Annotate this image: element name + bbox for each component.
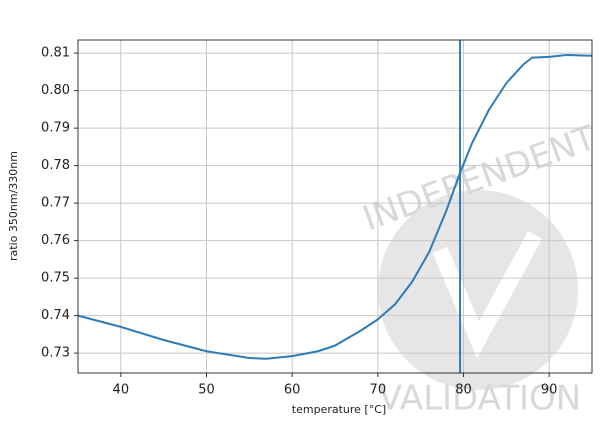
y-tick-label: 0.78 bbox=[41, 158, 70, 173]
y-tick-label: 0.81 bbox=[41, 46, 70, 61]
plot-frame bbox=[77, 39, 593, 374]
x-tick-label: 50 bbox=[198, 383, 215, 398]
x-tick-label: 80 bbox=[455, 383, 472, 398]
x-tick-label: 60 bbox=[284, 383, 301, 398]
y-tick-label: 0.76 bbox=[41, 233, 70, 248]
data-line bbox=[77, 54, 593, 360]
y-axis-label: ratio 350nm/330nm bbox=[7, 151, 20, 261]
x-tick-label: 40 bbox=[113, 383, 130, 398]
y-tick-label: 0.75 bbox=[41, 271, 70, 286]
x-tick-label: 70 bbox=[370, 383, 387, 398]
x-axis-label: temperature [°C] bbox=[292, 403, 386, 416]
watermark-check bbox=[432, 231, 543, 359]
y-tick-label: 0.80 bbox=[41, 83, 70, 98]
y-tick-label: 0.73 bbox=[41, 346, 70, 361]
y-tick-label: 0.77 bbox=[41, 196, 70, 211]
x-tick-label: 90 bbox=[541, 383, 558, 398]
y-tick-label: 0.79 bbox=[41, 121, 70, 136]
plot-area bbox=[77, 40, 593, 373]
y-tick-label: 0.74 bbox=[41, 308, 70, 323]
watermark-text: VALIDATION bbox=[379, 379, 582, 419]
